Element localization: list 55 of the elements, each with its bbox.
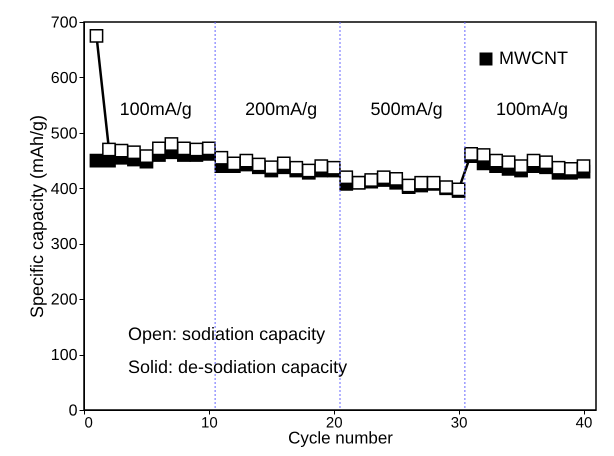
point bbox=[539, 155, 553, 170]
point bbox=[389, 172, 404, 186]
annotation: 500mA/g bbox=[370, 99, 443, 119]
annotation: Open: sodiation capacity bbox=[128, 324, 326, 344]
point bbox=[164, 137, 178, 151]
point bbox=[376, 170, 391, 184]
point bbox=[239, 154, 254, 168]
point bbox=[502, 155, 516, 170]
x-tick-label: 0 bbox=[84, 414, 93, 432]
annotation: 100mA/g bbox=[120, 99, 192, 119]
x-axis-title: Cycle number bbox=[288, 428, 394, 448]
point bbox=[314, 159, 328, 173]
y-tick-label: 700 bbox=[50, 14, 78, 32]
legend-label: MWCNT bbox=[499, 48, 568, 68]
point bbox=[152, 142, 166, 156]
point bbox=[252, 158, 266, 172]
y-tick-label: 600 bbox=[50, 70, 78, 87]
point bbox=[102, 142, 116, 156]
point bbox=[326, 160, 341, 175]
point bbox=[489, 154, 503, 168]
point bbox=[202, 142, 216, 156]
annotation: 100mA/g bbox=[496, 99, 568, 119]
point bbox=[552, 160, 566, 175]
point bbox=[177, 142, 191, 156]
point bbox=[140, 149, 154, 164]
annotation: 200mA/g bbox=[245, 99, 318, 119]
point bbox=[190, 142, 204, 156]
point bbox=[526, 154, 540, 168]
y-tick-label: 200 bbox=[50, 292, 78, 309]
point bbox=[576, 159, 590, 173]
x-tick-label: 30 bbox=[450, 414, 468, 432]
point bbox=[514, 159, 528, 173]
x-tick-label: 40 bbox=[576, 414, 592, 432]
y-tick-label: 100 bbox=[50, 347, 78, 364]
point bbox=[226, 156, 241, 170]
point bbox=[127, 145, 141, 160]
y-tick-label: 500 bbox=[50, 125, 78, 142]
x-tick-label: 20 bbox=[326, 414, 343, 432]
point bbox=[276, 156, 291, 170]
point bbox=[289, 160, 304, 175]
point bbox=[414, 176, 428, 190]
x-tick-label: 10 bbox=[201, 414, 218, 432]
point bbox=[564, 162, 578, 176]
y-tick-label: 0 bbox=[68, 402, 78, 420]
y-tick-label: 300 bbox=[50, 236, 78, 254]
point bbox=[90, 154, 104, 168]
point bbox=[302, 164, 316, 178]
point bbox=[214, 150, 228, 165]
point bbox=[90, 28, 104, 43]
point bbox=[476, 148, 490, 162]
point bbox=[264, 160, 278, 174]
point bbox=[114, 144, 128, 158]
y-axis-title: Specific capacity (mAh/g) bbox=[26, 114, 47, 318]
annotation: Solid: de-sodiation capacity bbox=[128, 357, 348, 377]
y-tick-label: 400 bbox=[50, 180, 78, 198]
